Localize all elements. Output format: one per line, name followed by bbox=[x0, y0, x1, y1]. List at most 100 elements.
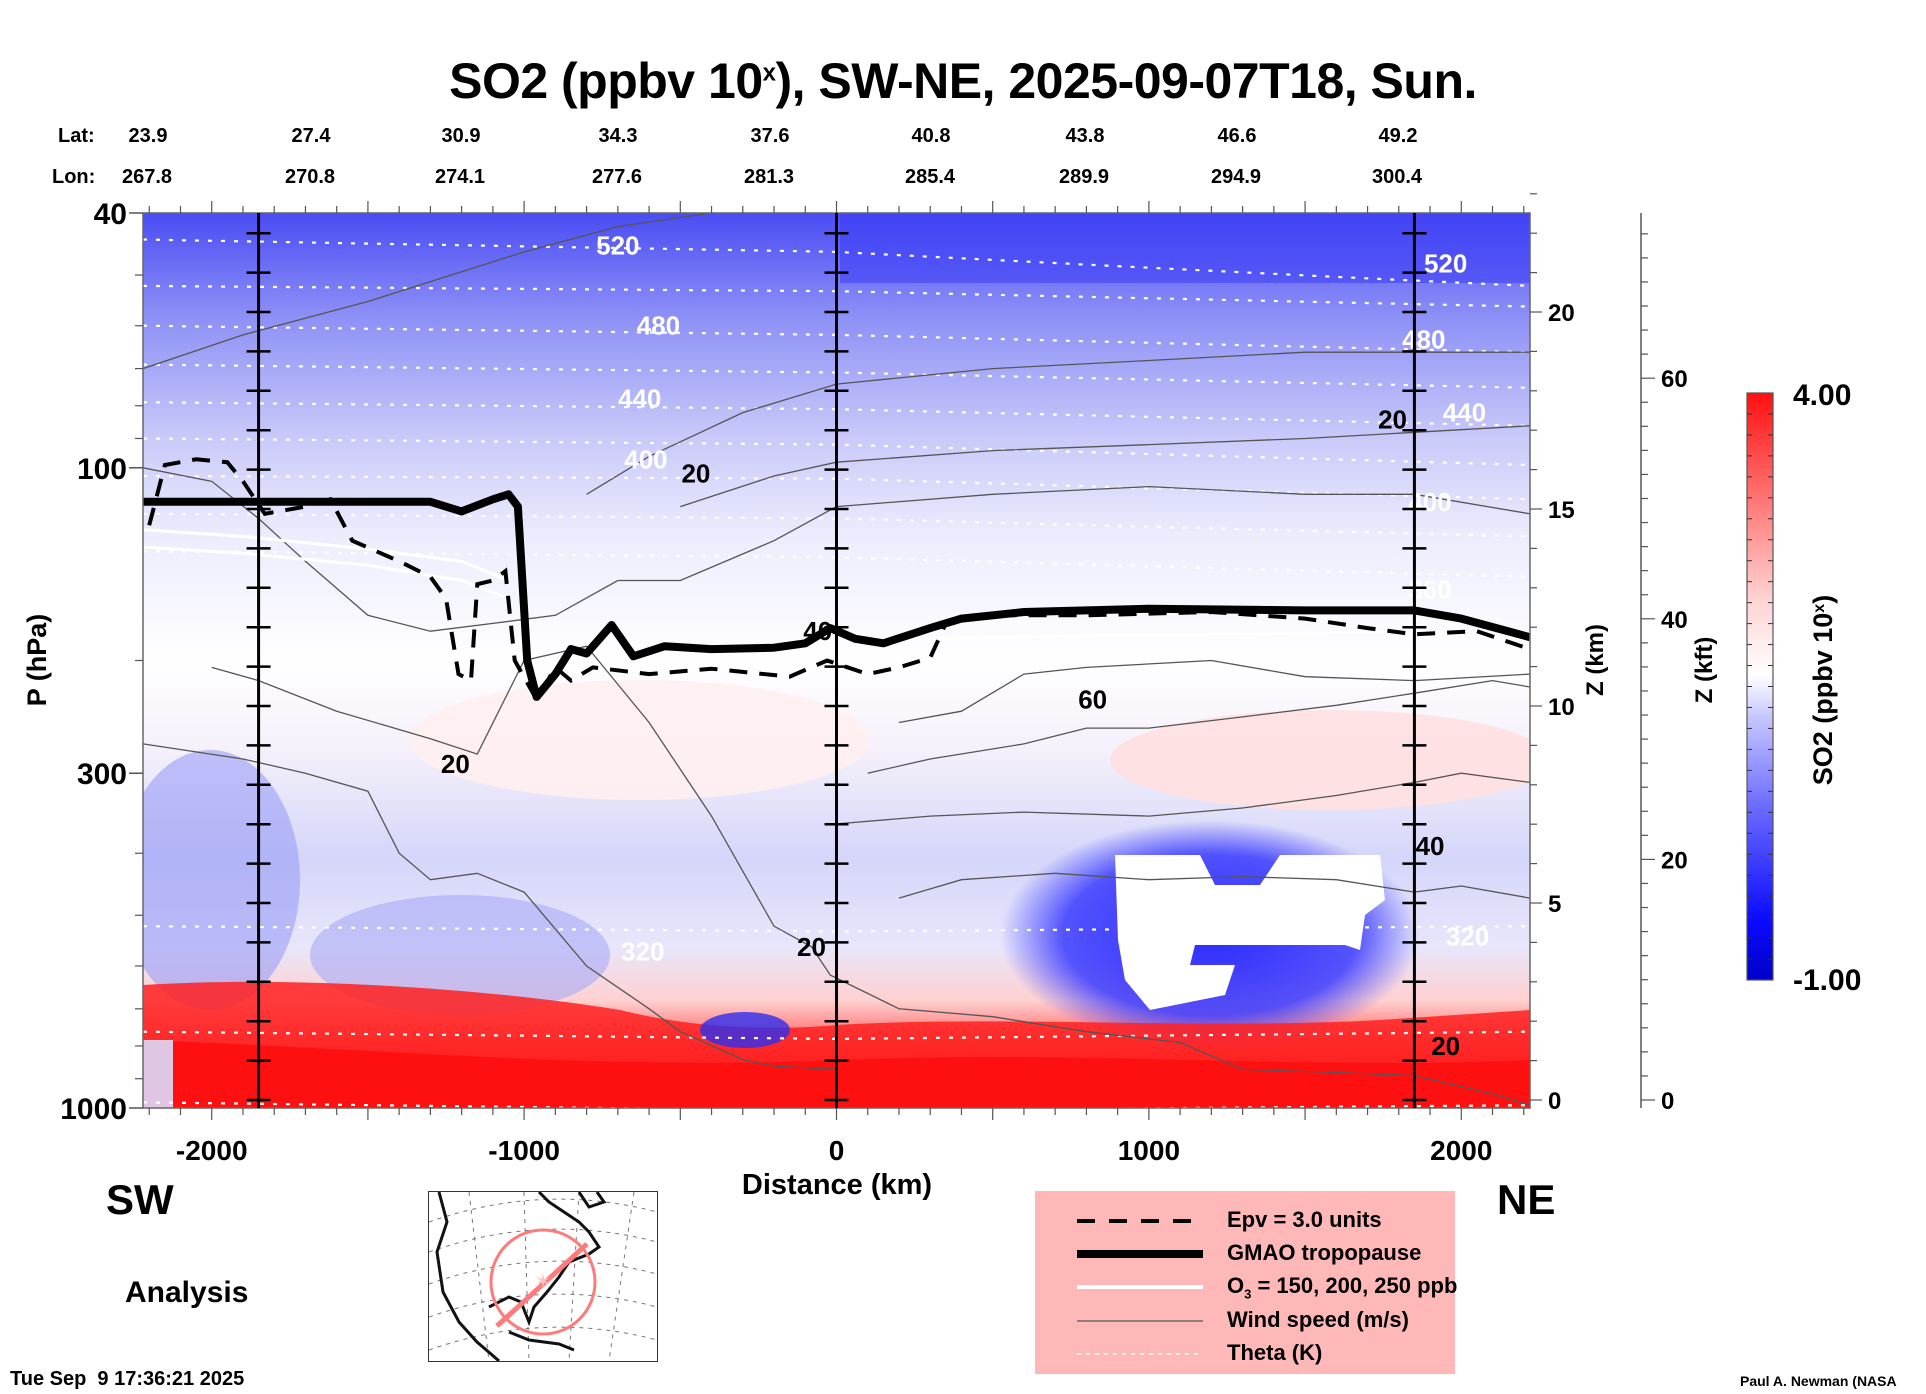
lon-value: 289.9 bbox=[1058, 166, 1110, 188]
lat-value: 34.3 bbox=[598, 125, 638, 147]
lat-value: 37.6 bbox=[750, 125, 790, 147]
legend-wind-swatch bbox=[1077, 1320, 1203, 1322]
lat-value: 43.8 bbox=[1065, 125, 1105, 147]
theta-label: 400 bbox=[624, 444, 667, 474]
lat-value: 30.9 bbox=[441, 125, 481, 147]
chart-title: SO2 (ppbv 10x), SW-NE, 2025-09-07T18, Su… bbox=[0, 52, 1926, 110]
lon-value: 294.9 bbox=[1210, 166, 1262, 188]
theta-label: 520 bbox=[1424, 249, 1467, 279]
zkft-tick-label: 0 bbox=[1661, 1088, 1674, 1115]
zkft-tick-label: 20 bbox=[1661, 847, 1688, 874]
map-caribbean bbox=[508, 1330, 575, 1352]
zkm-tick-label: 5 bbox=[1548, 891, 1561, 918]
zkm-tick-label: 20 bbox=[1548, 300, 1575, 327]
credit: Paul A. Newman (NASA bbox=[1740, 1373, 1897, 1389]
y-axis-label: P (hPa) bbox=[22, 614, 52, 707]
lat-value: 23.9 bbox=[128, 125, 168, 147]
lat-value: 49.2 bbox=[1378, 125, 1418, 147]
legend-theta-swatch bbox=[1077, 1353, 1203, 1355]
map-range-circle bbox=[489, 1228, 597, 1336]
wind-contour bbox=[211, 645, 1530, 1106]
y-axis-zkm: 0 5 10 15 20 bbox=[1530, 193, 1575, 1115]
so2-pink-mid-sw bbox=[410, 680, 870, 800]
lon-value: 285.4 bbox=[904, 166, 956, 188]
zkft-tick-label: 60 bbox=[1661, 366, 1688, 393]
x-tick-label: -2000 bbox=[176, 1135, 248, 1166]
wind-label: 20 bbox=[1378, 404, 1407, 434]
x-tick-label: 2000 bbox=[1430, 1135, 1492, 1166]
lat-value: 46.6 bbox=[1217, 125, 1257, 147]
colorbar-label-text: SO2 (ppbv 10 bbox=[1808, 613, 1838, 786]
wind-contour bbox=[836, 772, 1530, 825]
wind-contours bbox=[143, 213, 1530, 1106]
legend: Epv = 3.0 units GMAO tropopause O3 = 150… bbox=[1035, 1191, 1457, 1374]
legend-label-tropopause: GMAO tropopause bbox=[1227, 1240, 1422, 1265]
lon-value: 281.3 bbox=[743, 166, 795, 188]
wind-contour bbox=[143, 213, 712, 370]
analysis-label: Analysis bbox=[125, 1276, 249, 1309]
x-tick-label: 0 bbox=[829, 1135, 845, 1166]
lat-label: Lat: bbox=[58, 125, 95, 147]
title-superscript: x bbox=[762, 59, 776, 87]
y-tick-label: 100 bbox=[77, 453, 127, 486]
map-coastline-west bbox=[435, 1192, 500, 1361]
zkm-axis-label: Z (km) bbox=[1582, 624, 1609, 696]
timestamp: Tue Sep 9 17:36:21 2025 bbox=[10, 1368, 245, 1390]
y-tick-label: 1000 bbox=[60, 1093, 127, 1126]
wind-contour bbox=[586, 351, 1530, 495]
map-track-line bbox=[495, 1242, 589, 1328]
legend-epv-swatch bbox=[1077, 1219, 1197, 1223]
colorbar bbox=[1746, 392, 1774, 981]
x-axis: -2000 -1000 0 1000 2000 bbox=[148, 201, 1525, 1166]
legend-o3-rest: = 150, 200, 250 ppb bbox=[1251, 1273, 1458, 1298]
theta-label: 480 bbox=[1402, 324, 1445, 354]
title-rest: ), SW-NE, 2025-09-07T18, Sun. bbox=[775, 53, 1477, 109]
legend-item-theta: Theta (K) bbox=[1035, 1340, 1455, 1370]
colorbar-label-close: ) bbox=[1808, 595, 1838, 604]
sw-label: SW bbox=[106, 1176, 174, 1223]
ne-label: NE bbox=[1497, 1176, 1556, 1223]
zkm-tick-label: 15 bbox=[1548, 497, 1575, 524]
legend-label-wind: Wind speed (m/s) bbox=[1227, 1307, 1409, 1332]
wind-label: 20 bbox=[681, 458, 710, 488]
zkft-axis-label: Z (kft) bbox=[1691, 637, 1718, 704]
lat-value: 27.4 bbox=[291, 125, 331, 147]
legend-label-o3: O3 = 150, 200, 250 ppb bbox=[1227, 1273, 1457, 1301]
legend-o3-sub: 3 bbox=[1244, 1286, 1252, 1302]
legend-tropopause-swatch bbox=[1077, 1250, 1203, 1258]
zkm-tick-label: 0 bbox=[1548, 1088, 1561, 1115]
theta-label: 320 bbox=[1446, 922, 1489, 952]
wind-contour bbox=[867, 679, 1530, 774]
legend-o3-text: O bbox=[1227, 1273, 1245, 1298]
lon-value: 270.8 bbox=[284, 166, 336, 188]
theta-label: 440 bbox=[618, 384, 661, 414]
legend-item-wind: Wind speed (m/s) bbox=[1035, 1307, 1455, 1337]
legend-o3-swatch bbox=[1077, 1285, 1203, 1289]
wind-contour bbox=[680, 425, 1530, 508]
map-greenland bbox=[577, 1192, 607, 1209]
so2-blue-pocket-mid bbox=[310, 895, 610, 1015]
x-tick-label: 1000 bbox=[1118, 1135, 1180, 1166]
legend-item-o3: O3 = 150, 200, 250 ppb bbox=[1035, 1273, 1457, 1303]
map-center-star-icon: ✶ bbox=[535, 1271, 552, 1293]
theta-label: 320 bbox=[621, 937, 664, 967]
wind-label: 40 bbox=[803, 616, 832, 646]
vertical-markers bbox=[246, 213, 1427, 1108]
colorbar-min-label: -1.00 bbox=[1793, 964, 1861, 997]
lon-label: Lon: bbox=[52, 166, 96, 188]
so2-blue-surface-sw bbox=[143, 1040, 173, 1108]
wind-contour bbox=[898, 659, 1530, 724]
map-coastline-east bbox=[488, 1192, 602, 1327]
map-inset-svg: ✶ bbox=[429, 1192, 657, 1361]
wind-label: 60 bbox=[1078, 684, 1107, 714]
legend-label-epv: Epv = 3.0 units bbox=[1227, 1207, 1382, 1232]
lon-value: 277.6 bbox=[591, 166, 643, 188]
legend-item-tropopause: GMAO tropopause bbox=[1035, 1240, 1455, 1270]
map-inset: ✶ bbox=[428, 1191, 658, 1362]
x-tick-label: -1000 bbox=[488, 1135, 560, 1166]
so2-blue-pocket-sw bbox=[143, 750, 300, 1010]
wind-label: 20 bbox=[441, 749, 470, 779]
zkm-tick-label: 10 bbox=[1548, 694, 1575, 721]
legend-item-epv: Epv = 3.0 units bbox=[1035, 1207, 1455, 1237]
